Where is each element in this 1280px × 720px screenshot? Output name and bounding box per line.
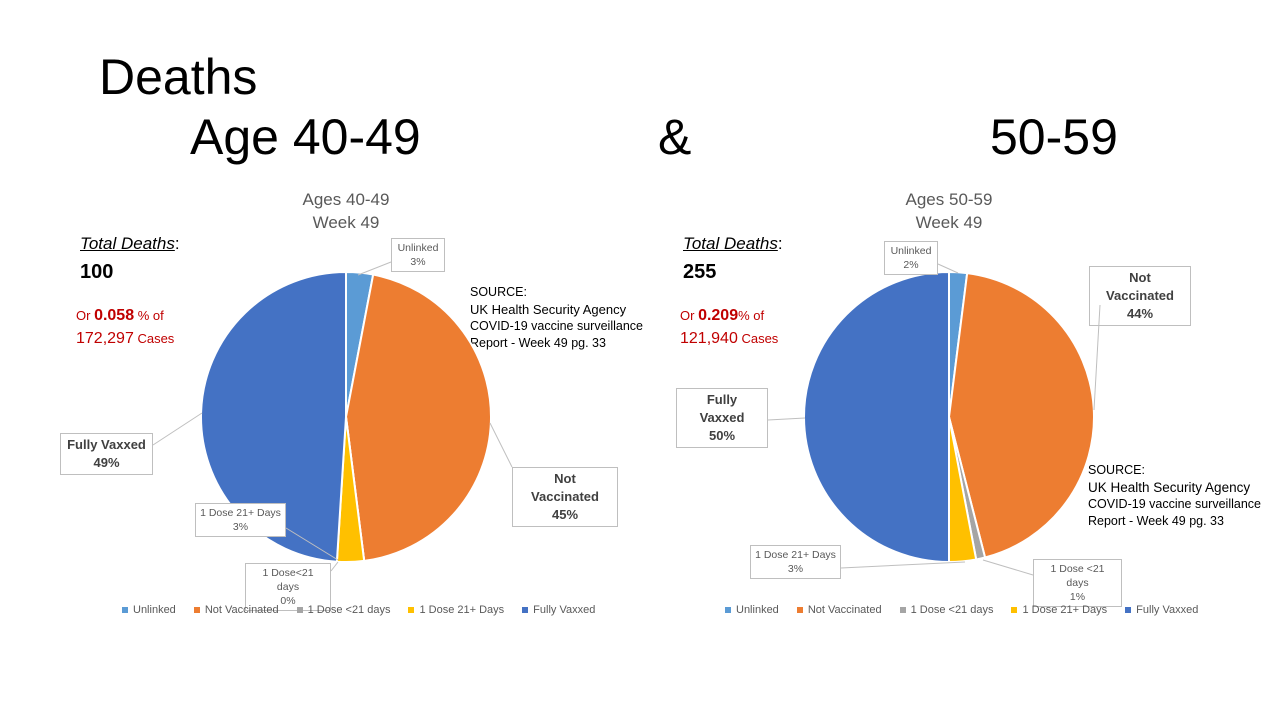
legend-label: Unlinked [736, 604, 779, 616]
callout-fully-vaxxed: Fully Vaxxed 49% [60, 433, 153, 475]
title-age-40-49: Age 40-49 [190, 109, 421, 165]
legend-label: Not Vaccinated [204, 604, 279, 616]
chart-title-40-49: Ages 40-49 Week 49 [246, 188, 446, 234]
case-count: 121,940 Cases [680, 330, 779, 347]
legend-item-fully-vaxxed: Fully Vaxxed [1125, 604, 1198, 616]
legend-40-49: Unlinked Not Vaccinated 1 Dose <21 days 1 D… [122, 604, 595, 616]
legend-swatch [408, 607, 415, 613]
legend-item-1-dose-21-days: 1 Dose 21+ Days [1011, 604, 1107, 616]
legend-swatch [296, 607, 303, 613]
callout-fully-vaxxed: Fully Vaxxed 50% [676, 388, 768, 448]
legend-item-not-vaccinated: Not Vaccinated [796, 604, 882, 616]
death-rate: Or 0.058 % of [76, 307, 164, 324]
pie-slice-fully-vaxxed [199, 270, 347, 563]
legend-label: 1 Dose 21+ Days [419, 604, 505, 616]
chart-title-text: Ages 40-49 [302, 190, 390, 209]
chart-title-50-59: Ages 50-59 Week 49 [849, 188, 1049, 234]
legend-swatch [193, 607, 200, 613]
legend-item-1-dose-21-days: 1 Dose <21 days [899, 604, 994, 616]
legend-50-59: Unlinked Not Vaccinated 1 Dose <21 days 1 D… [725, 604, 1198, 616]
legend-label: Fully Vaxxed [533, 604, 596, 616]
legend-swatch [725, 607, 731, 613]
legend-swatch [1011, 607, 1018, 613]
legend-label: Not Vaccinated [807, 604, 882, 616]
callout-1-dose-21plus: 1 Dose 21+ Days 3% [195, 503, 286, 537]
legend-label: Unlinked [133, 604, 176, 616]
total-deaths-value: 100 [80, 261, 114, 283]
chart-subtitle-text: Week 49 [312, 213, 380, 232]
legend-item-unlinked: Unlinked [725, 604, 779, 616]
callout-1-dose-lt21: 1 Dose <21 days 1% [1033, 559, 1122, 607]
pie-slice-fully-vaxxed [803, 270, 950, 564]
callout-1-dose-lt21: 1 Dose<21 days 0% [245, 563, 331, 611]
case-count: 172,297 Cases [76, 330, 175, 347]
total-deaths-label: Total Deaths: [683, 234, 783, 253]
total-deaths-value: 255 [683, 261, 717, 283]
source-note: SOURCE: UK Health Security Agency COVID-… [470, 285, 643, 350]
legend-swatch [796, 607, 803, 613]
source-note: SOURCE: UK Health Security Agency COVID-… [1088, 463, 1261, 528]
legend-item-1-dose-21-days: 1 Dose 21+ Days [408, 604, 504, 616]
callout-not-vaccinated: Not Vaccinated 44% [1089, 266, 1191, 326]
legend-item-not-vaccinated: Not Vaccinated [193, 604, 279, 616]
callout-not-vaccinated: Not Vaccinated 45% [512, 467, 618, 527]
legend-label: Fully Vaxxed [1136, 604, 1199, 616]
callout-unlinked: Unlinked 3% [391, 238, 445, 272]
death-rate: Or 0.209% of [680, 307, 765, 324]
callout-unlinked: Unlinked 2% [884, 241, 938, 275]
chart-subtitle-text: Week 49 [915, 213, 983, 232]
legend-item-fully-vaxxed: Fully Vaxxed [522, 604, 595, 616]
pie-slice-not-vaccinated [344, 273, 493, 562]
legend-label: 1 Dose 21+ Days [1022, 604, 1108, 616]
legend-label: 1 Dose <21 days [307, 604, 391, 616]
title-ampersand: & [658, 109, 692, 165]
legend-swatch [122, 607, 128, 613]
title-age-50-59: 50-59 [990, 109, 1118, 165]
chart-title-text: Ages 50-59 [905, 190, 993, 209]
slide-title: Deaths [99, 49, 258, 105]
legend-swatch [1125, 607, 1132, 613]
legend-swatch [522, 607, 529, 613]
callout-1-dose-21plus: 1 Dose 21+ Days 3% [750, 545, 841, 579]
legend-item-unlinked: Unlinked [122, 604, 176, 616]
total-deaths-label: Total Deaths: [80, 234, 180, 253]
legend-swatch [899, 607, 906, 613]
legend-label: 1 Dose <21 days [910, 604, 994, 616]
legend-item-1-dose-21-days: 1 Dose <21 days [296, 604, 391, 616]
